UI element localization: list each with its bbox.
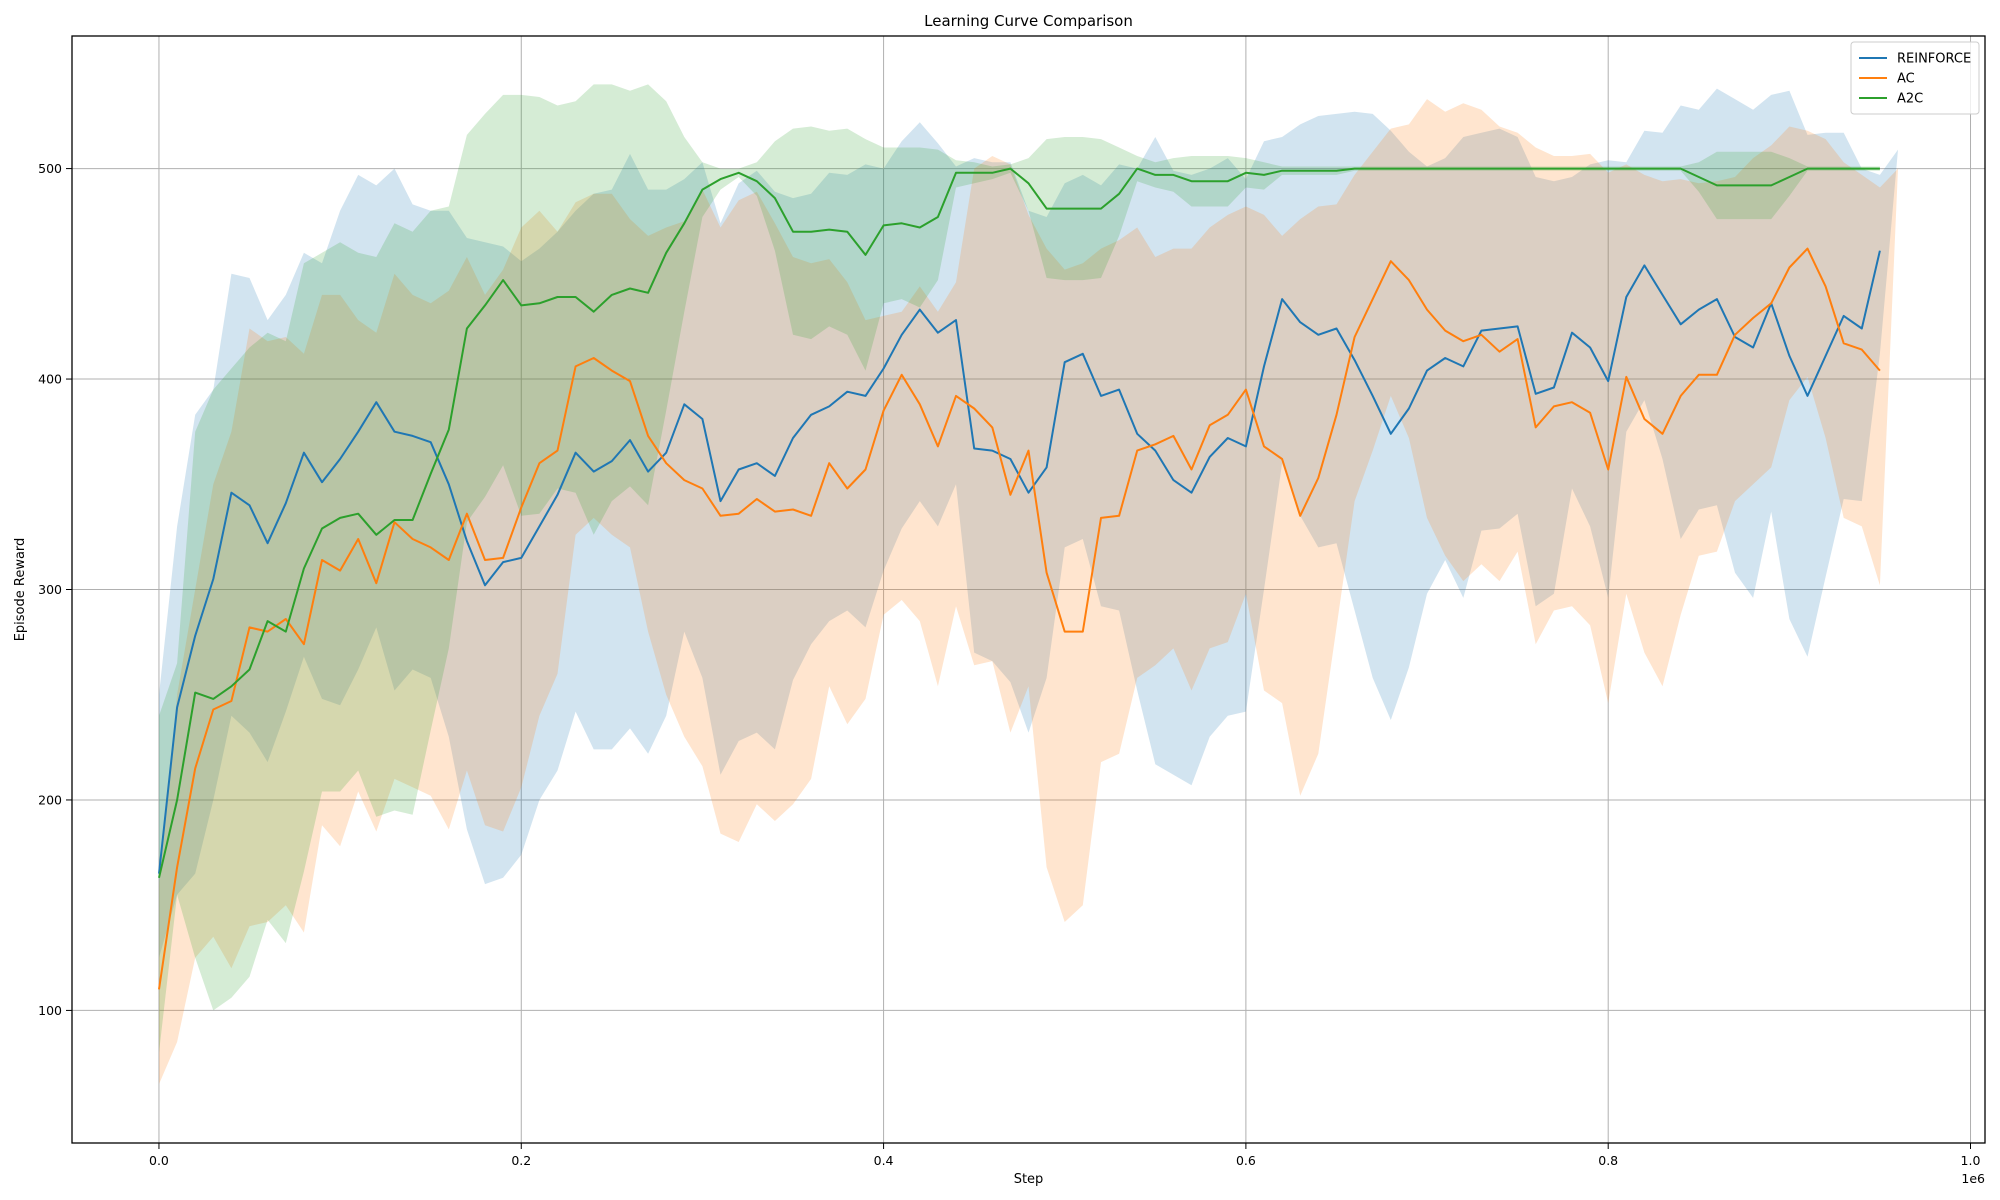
legend-label-reinforce: REINFORCE bbox=[1897, 52, 1971, 67]
legend-label-ac: AC bbox=[1897, 72, 1915, 87]
y-tick-label: 200 bbox=[38, 792, 62, 807]
x-axis-offset-text: 1e6 bbox=[1961, 1171, 1985, 1186]
line-a2c bbox=[158, 167, 1880, 879]
x-tick-label: 0.0 bbox=[149, 1153, 169, 1168]
x-tick-label: 0.6 bbox=[1236, 1153, 1256, 1168]
legend-items: REINFORCE AC A2C bbox=[1859, 52, 1971, 107]
x-tick-label: 0.8 bbox=[1598, 1153, 1618, 1168]
confidence-bands bbox=[159, 84, 1898, 1085]
axis-ticks: 0.0 0.2 0.4 0.6 0.8 1.0 100 200 300 400 500 bbox=[38, 161, 1980, 1168]
chart-title: Learning Curve Comparison bbox=[924, 12, 1133, 30]
x-tick-label: 1.0 bbox=[1961, 1153, 1981, 1168]
y-tick-label: 400 bbox=[38, 372, 62, 387]
legend-box bbox=[1850, 41, 1980, 115]
x-axis-label: Step bbox=[1014, 1172, 1044, 1187]
line-ac bbox=[158, 247, 1881, 990]
y-tick-label: 100 bbox=[38, 1003, 62, 1018]
y-tick-label: 300 bbox=[38, 582, 62, 597]
band-a2c bbox=[159, 84, 1880, 1053]
y-tick-label: 500 bbox=[38, 161, 62, 176]
mean-lines bbox=[158, 167, 1881, 990]
x-tick-label: 0.2 bbox=[511, 1153, 531, 1168]
x-tick-label: 0.4 bbox=[874, 1153, 894, 1168]
band-ac bbox=[159, 99, 1898, 1085]
band-reinforce bbox=[159, 88, 1898, 958]
legend-label-a2c: A2C bbox=[1897, 92, 1923, 107]
y-axis-label: Episode Reward bbox=[13, 538, 28, 642]
line-reinforce bbox=[158, 250, 1881, 874]
legend: REINFORCE AC A2C bbox=[1850, 41, 1980, 115]
